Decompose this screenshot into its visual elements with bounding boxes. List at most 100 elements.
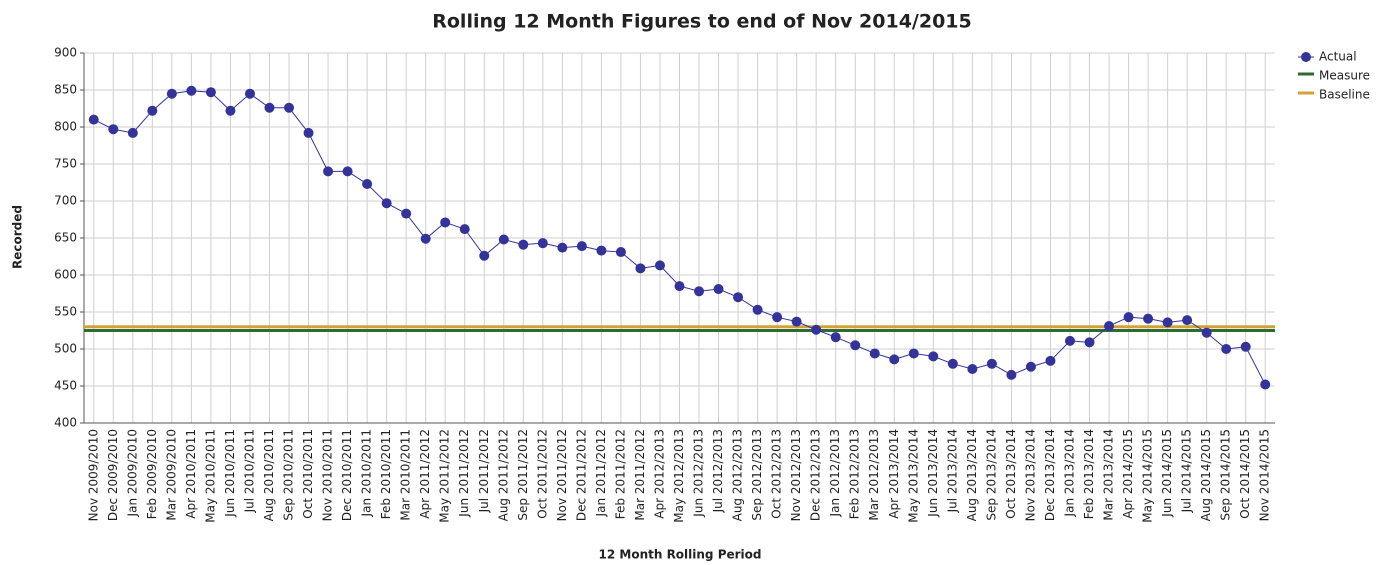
point (889, 354, 900, 365)
x-tick-label: Jul 2012/2013 (711, 429, 725, 513)
x-tick-label: Oct 2013/2014 (1004, 429, 1018, 519)
x-tick-label: Nov 2011/2012 (555, 429, 569, 521)
x-tick-label: Nov 2010/2011 (321, 429, 335, 521)
point (440, 217, 451, 228)
y-tick-label: 700 (54, 194, 77, 208)
x-tick-label: Dec 2010/2011 (340, 429, 354, 521)
point (1201, 327, 1212, 338)
point (908, 348, 919, 359)
x-tick-label: Jan 2012/2013 (828, 429, 842, 517)
point (1123, 312, 1134, 323)
x-tick-label: Apr 2012/2013 (652, 429, 666, 519)
x-tick-label: Aug 2010/2011 (262, 429, 276, 521)
x-tick-label: Jul 2013/2014 (945, 429, 959, 513)
x-tick-label: Jul 2010/2011 (242, 429, 256, 513)
chart-title: Rolling 12 Month Figures to end of Nov 2… (432, 11, 972, 33)
point (205, 87, 216, 98)
legend-swatch (1301, 52, 1311, 62)
x-tick-label: Oct 2012/2013 (770, 429, 784, 519)
point (733, 292, 744, 303)
x-tick-label: Nov 2012/2013 (789, 429, 803, 521)
point (1025, 361, 1036, 372)
x-tick-label: Sep 2012/2013 (750, 429, 764, 521)
x-tick-label: Sep 2013/2014 (984, 429, 998, 521)
point (166, 88, 177, 99)
x-tick-label: Nov 2013/2014 (1023, 429, 1037, 521)
y-tick-label: 750 (54, 157, 77, 171)
point (850, 340, 861, 351)
y-axis-label: Recorded (11, 205, 25, 269)
point (479, 250, 490, 261)
x-tick-label: Jan 2009/2010 (125, 429, 139, 517)
point (498, 234, 509, 245)
x-tick-label: Jan 2013/2014 (1062, 429, 1076, 517)
point (1182, 315, 1193, 326)
x-tick-label: Nov 2014/2015 (1258, 429, 1272, 521)
x-tick-label: Apr 2014/2015 (1121, 429, 1135, 519)
point (596, 245, 607, 256)
point (323, 166, 334, 177)
point (381, 198, 392, 209)
legend-label: Measure (1319, 69, 1370, 83)
y-tick-label: 600 (54, 268, 77, 282)
point (284, 102, 295, 113)
x-tick-label: Feb 2012/2013 (848, 429, 862, 519)
x-tick-label: Jun 2014/2015 (1160, 429, 1174, 518)
point (264, 102, 275, 113)
y-tick-label: 400 (54, 416, 77, 430)
x-tick-label: Jun 2012/2013 (692, 429, 706, 518)
x-tick-label: Jan 2010/2011 (360, 429, 374, 517)
point (654, 260, 665, 271)
point (1006, 369, 1017, 380)
legend-label: Baseline (1319, 88, 1370, 102)
point (459, 224, 470, 235)
x-tick-label: Sep 2011/2012 (516, 429, 530, 521)
point (752, 304, 763, 315)
x-tick-label: May 2013/2014 (906, 429, 920, 523)
x-tick-label: Oct 2010/2011 (301, 429, 315, 519)
point (615, 247, 626, 258)
x-tick-label: Feb 2009/2010 (145, 429, 159, 519)
point (869, 348, 880, 359)
x-tick-label: Feb 2013/2014 (1082, 429, 1096, 519)
x-tick-label: Oct 2011/2012 (535, 429, 549, 519)
x-tick-label: Mar 2009/2010 (164, 429, 178, 521)
point (342, 166, 353, 177)
x-tick-label: Aug 2013/2014 (965, 429, 979, 521)
y-tick-label: 500 (54, 342, 77, 356)
point (186, 85, 197, 96)
x-tick-label: Mar 2010/2011 (399, 429, 413, 521)
point (830, 332, 841, 343)
point (225, 105, 236, 116)
point (967, 363, 978, 374)
point (1260, 379, 1271, 390)
point (303, 127, 314, 138)
legend-label: Actual (1319, 50, 1357, 64)
point (576, 241, 587, 252)
x-tick-label: Jun 2011/2012 (457, 429, 471, 518)
point (537, 238, 548, 249)
point (1064, 335, 1075, 346)
x-tick-label: Feb 2011/2012 (613, 429, 627, 519)
y-tick-label: 900 (54, 46, 77, 60)
x-tick-label: May 2011/2012 (438, 429, 452, 523)
point (772, 312, 783, 323)
x-tick-label: May 2010/2011 (203, 429, 217, 523)
point (127, 127, 138, 138)
point (928, 351, 939, 362)
x-tick-label: Aug 2014/2015 (1199, 429, 1213, 521)
x-tick-label: Dec 2013/2014 (1043, 429, 1057, 521)
point (947, 358, 958, 369)
point (1221, 344, 1232, 354)
point (557, 242, 568, 253)
point (1162, 317, 1173, 328)
y-tick-label: 800 (54, 120, 77, 134)
x-tick-label: Jan 2011/2012 (594, 429, 608, 517)
point (713, 284, 724, 295)
y-tick-label: 850 (54, 83, 77, 97)
point (362, 178, 373, 189)
x-tick-label: Oct 2014/2015 (1238, 429, 1252, 519)
point (1143, 313, 1154, 324)
point (791, 316, 802, 327)
